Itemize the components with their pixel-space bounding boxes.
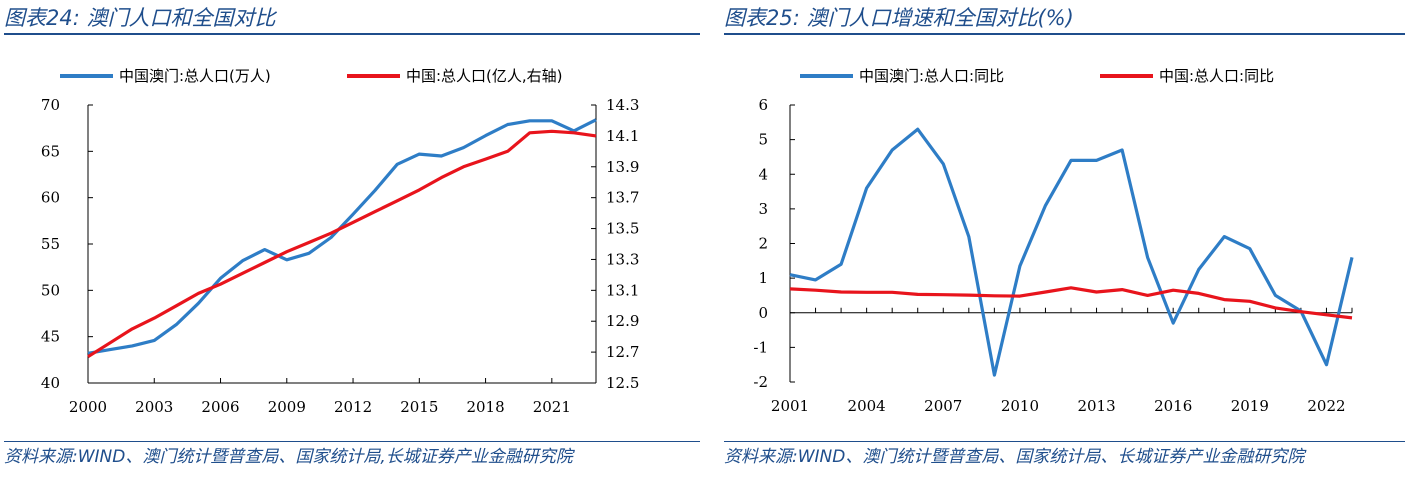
source-note: 资料来源:WIND、澳门统计暨普查局、国家统计局、长城证券产业金融研究院	[724, 447, 1305, 467]
y-tick-label: -1	[753, 338, 768, 356]
right-figure-panel: 图表25: 澳门人口增速和全国对比(%) 中国澳门:总人口:同比 中国:总人口:同…	[720, 0, 1409, 500]
y2-tick-label: 12.9	[606, 312, 639, 330]
y-tick-label: 40	[41, 374, 60, 392]
x-tick-label: 2007	[924, 397, 962, 415]
y2-tick-label: 12.5	[606, 374, 639, 392]
source-rule	[724, 441, 1405, 442]
y-tick-label: -2	[753, 373, 768, 391]
y-tick-label: 1	[758, 269, 768, 287]
x-tick-label: 2006	[201, 398, 239, 416]
legend-label-macao-yoy: 中国澳门:总人口:同比	[859, 67, 1004, 85]
y-tick-label: 55	[41, 235, 60, 253]
x-tick-label: 2021	[533, 398, 571, 416]
y-tick-label: 50	[41, 281, 60, 299]
figure-title: 图表24: 澳门人口和全国对比	[4, 6, 276, 30]
y-tick-label: 2	[758, 235, 768, 253]
y-tick-label: 0	[758, 304, 768, 322]
y-tick-label: 4	[758, 165, 768, 183]
y2-tick-label: 13.1	[606, 281, 639, 299]
series-line-macao-yoy	[789, 127, 1354, 377]
source-note: 资料来源:WIND、澳门统计暨普查局、国家统计局,长城证券产业金融研究院	[4, 447, 573, 467]
x-tick-label: 2019	[1231, 397, 1269, 415]
y-tick-label: 5	[758, 131, 768, 149]
x-tick-label: 2001	[771, 397, 809, 415]
series-line-china	[87, 129, 597, 359]
x-tick-label: 2018	[466, 398, 504, 416]
title-rule	[724, 33, 1405, 35]
x-tick-label: 2015	[400, 398, 438, 416]
x-tick-label: 2016	[1154, 397, 1192, 415]
x-tick-label: 2009	[268, 398, 306, 416]
left-figure-panel: 图表24: 澳门人口和全国对比 中国澳门:总人口(万人) 中国:总人口(亿人,右轴…	[0, 0, 704, 500]
y-tick-label: 45	[41, 328, 60, 346]
y2-tick-label: 13.3	[606, 250, 639, 268]
y2-tick-label: 14.3	[606, 96, 639, 114]
y-tick-label: 3	[758, 200, 768, 218]
x-tick-label: 2004	[848, 397, 886, 415]
x-tick-label: 2000	[69, 398, 107, 416]
x-tick-label: 2010	[1001, 397, 1039, 415]
y-tick-label: 70	[41, 96, 60, 114]
y2-tick-label: 13.5	[606, 220, 639, 238]
legend-label-china-yoy: 中国:总人口:同比	[1159, 67, 1274, 85]
title-rule	[4, 33, 700, 35]
series-line-macao	[87, 118, 597, 355]
series-line-china-yoy	[789, 286, 1353, 320]
figure-title: 图表25: 澳门人口增速和全国对比(%)	[724, 6, 1074, 30]
y-tick-label: 65	[41, 142, 60, 160]
legend-label-china: 中国:总人口(亿人,右轴)	[406, 67, 563, 85]
x-tick-label: 2003	[135, 398, 173, 416]
x-tick-label: 2013	[1077, 397, 1115, 415]
legend-label-macao: 中国澳门:总人口(万人)	[119, 67, 271, 85]
y2-tick-label: 12.7	[606, 343, 639, 361]
y2-tick-label: 13.9	[606, 158, 639, 176]
population-line-chart: 中国澳门:总人口(万人) 中国:总人口(亿人,右轴) 70 65 60 55 50 45 40 1…	[41, 67, 640, 416]
x-tick-label: 2022	[1307, 397, 1345, 415]
y2-tick-label: 13.7	[606, 189, 639, 207]
y-tick-label: 6	[758, 96, 768, 114]
x-tick-label: 2012	[334, 398, 372, 416]
y2-tick-label: 14.1	[606, 127, 639, 145]
source-rule	[4, 441, 700, 442]
y-tick-label: 60	[41, 189, 60, 207]
